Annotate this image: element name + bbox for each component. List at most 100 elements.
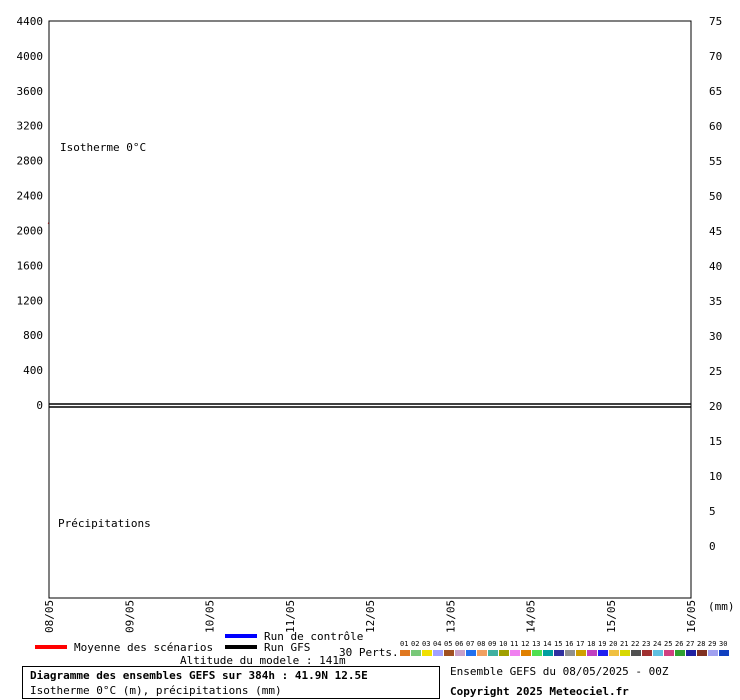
right-tick-label: 0: [709, 540, 716, 553]
left-tick-label: 0: [36, 399, 43, 412]
perturbation-legend-swatch: [664, 650, 674, 656]
perturbation-legend-id: 18: [587, 640, 595, 648]
right-tick-label: 10: [709, 470, 722, 483]
right-tick-label: 5: [709, 505, 716, 518]
perturbation-legend-id: 09: [488, 640, 496, 648]
perturbation-legend-swatch: [653, 650, 663, 656]
right-tick-label: 50: [709, 190, 722, 203]
perturbation-legend-id: 27: [686, 640, 694, 648]
perturbation-legend-id: 26: [675, 640, 683, 648]
perturbation-legend-swatch: [543, 650, 553, 656]
perturbation-legend-swatch: [433, 650, 443, 656]
perturbation-legend-id: 08: [477, 640, 485, 648]
plot-frame: [48, 20, 692, 599]
perturbation-legend-swatch: [510, 650, 520, 656]
right-tick-label: 45: [709, 225, 722, 238]
x-tick-label: 14/05: [525, 600, 538, 633]
perturbation-legend-swatch: [477, 650, 487, 656]
perturbation-legend-id: 23: [642, 640, 650, 648]
perturbation-legend-id: 06: [455, 640, 463, 648]
right-tick-label: 55: [709, 155, 722, 168]
left-tick-label: 400: [23, 364, 43, 377]
left-tick-label: 4000: [17, 50, 44, 63]
right-tick-label: 70: [709, 50, 722, 63]
perturbation-legend-id: 10: [499, 640, 507, 648]
legend-control-label: Run de contrôle: [264, 630, 363, 643]
x-tick-label: 11/05: [284, 600, 297, 633]
x-tick-label: 16/05: [685, 600, 698, 633]
perturbation-legend-id: 02: [411, 640, 419, 648]
perturbation-legend-swatch: [444, 650, 454, 656]
right-tick-label: 40: [709, 260, 722, 273]
legend-mean-label: Moyenne des scénarios: [74, 641, 213, 654]
perturbation-legend-id: 28: [697, 640, 705, 648]
chart-subtitle: Isotherme 0°C (m), précipitations (mm): [30, 684, 282, 697]
perturbation-legend-id: 15: [554, 640, 562, 648]
perturbation-legend-swatch: [587, 650, 597, 656]
legend: Moyenne des scénarios Run de contrôle Ru…: [35, 630, 729, 667]
perturbation-legend-swatch: [675, 650, 685, 656]
right-tick-label: 60: [709, 120, 722, 133]
left-tick-label: 1200: [17, 294, 44, 307]
x-tick-label: 13/05: [444, 600, 457, 633]
perturbation-legend-swatch: [532, 650, 542, 656]
perturbation-legend-swatch: [708, 650, 718, 656]
perturbation-legend-swatch: [422, 650, 432, 656]
perturbation-legend-swatch: [521, 650, 531, 656]
perturbation-legend-swatch: [554, 650, 564, 656]
perturbation-legend-swatch: [455, 650, 465, 656]
perturbation-legend-swatch: [609, 650, 619, 656]
precip-panel-label: Précipitations: [58, 517, 151, 530]
perturbation-legend-swatch: [411, 650, 421, 656]
x-unit-label: (mm): [708, 600, 735, 613]
perturbation-legend-id: 22: [631, 640, 639, 648]
perturbation-legend-swatch: [697, 650, 707, 656]
perturbation-legend-id: 11: [510, 640, 518, 648]
perturbation-legend-swatch: [400, 650, 410, 656]
right-tick-label: 75: [709, 15, 722, 28]
perturbation-legend-id: 20: [609, 640, 617, 648]
perturbation-legend-id: 29: [708, 640, 716, 648]
axes: [48, 20, 692, 599]
left-tick-label: 800: [23, 329, 43, 342]
isotherm-panel-label: Isotherme 0°C: [60, 141, 146, 154]
right-tick-label: 20: [709, 400, 722, 413]
x-tick-label: 15/05: [605, 600, 618, 633]
x-tick-label: 10/05: [204, 600, 217, 633]
perturbation-legend-swatch: [631, 650, 641, 656]
x-tick-label: 08/05: [43, 600, 56, 633]
perturbation-legend-id: 19: [598, 640, 606, 648]
perturbation-legend-id: 07: [466, 640, 474, 648]
perturbation-legend-swatch: [466, 650, 476, 656]
perturbation-legend-id: 21: [620, 640, 628, 648]
perturbation-legend-id: 12: [521, 640, 529, 648]
tick-labels: 4400400036003200280024002000160012008004…: [17, 15, 723, 633]
ensemble-run-label: Ensemble GEFS du 08/05/2025 - 00Z: [450, 665, 669, 678]
perturbation-legend-id: 03: [422, 640, 430, 648]
altitude-label: Altitude du modele : 141m: [180, 654, 346, 667]
perturbation-legend-swatch: [719, 650, 729, 656]
chart-title: Diagramme des ensembles GEFS sur 384h : …: [30, 669, 368, 682]
right-tick-label: 35: [709, 295, 722, 308]
perturbation-legend-swatch: [620, 650, 630, 656]
perturbation-legend-swatch: [598, 650, 608, 656]
right-tick-label: 65: [709, 85, 722, 98]
left-tick-label: 2000: [17, 224, 44, 237]
right-tick-label: 30: [709, 330, 722, 343]
perturbation-legend-swatch: [576, 650, 586, 656]
left-tick-label: 1600: [17, 259, 44, 272]
left-tick-label: 4400: [17, 15, 44, 28]
perturbation-legend-swatch: [499, 650, 509, 656]
left-tick-label: 2400: [17, 190, 44, 203]
perturbation-legend: 01 02 03 04 05 06 07 08 09 10 11 12 13 14 15 16 17 18 19 20…: [400, 640, 729, 656]
x-tick-label: 09/05: [123, 600, 136, 633]
perturbation-legend-swatch: [565, 650, 575, 656]
perturbation-legend-id: 05: [444, 640, 452, 648]
legend-gfs-label: Run GFS: [264, 641, 310, 654]
x-tick-label: 12/05: [364, 600, 377, 633]
perturbation-legend-id: 13: [532, 640, 540, 648]
left-tick-label: 3600: [17, 85, 44, 98]
perturbation-legend-id: 16: [565, 640, 573, 648]
left-tick-label: 3200: [17, 120, 44, 133]
